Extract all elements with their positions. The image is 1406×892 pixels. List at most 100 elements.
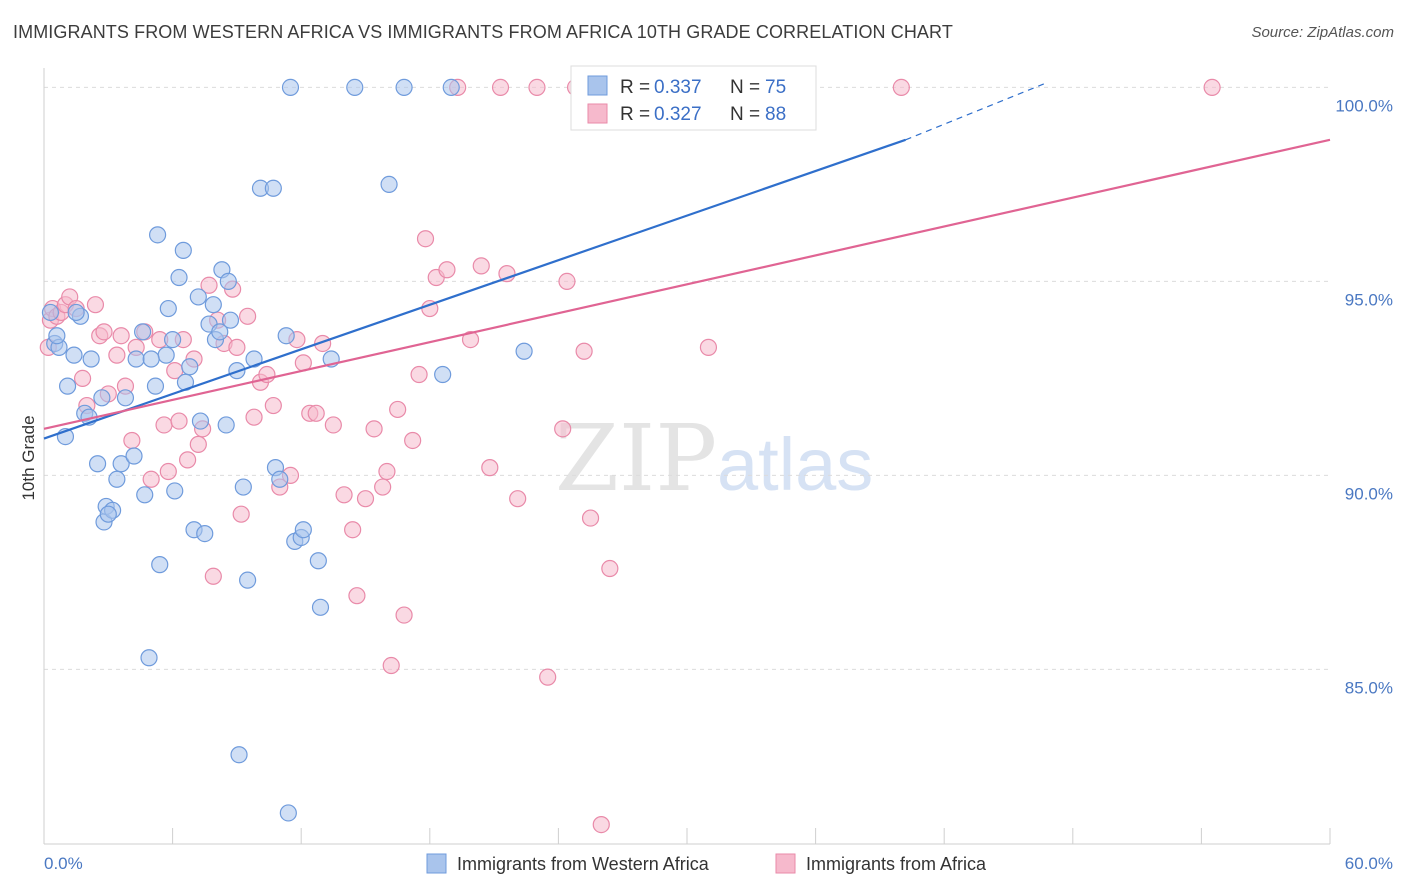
western-africa-point [189, 288, 207, 306]
western-africa-point [204, 296, 222, 314]
western-africa-point [125, 447, 143, 465]
western-africa-point [211, 323, 229, 341]
y-tick-label: 100.0% [1335, 96, 1393, 115]
africa-point [382, 656, 400, 675]
africa-point [228, 338, 246, 356]
africa-point [592, 815, 610, 834]
western-africa-point [309, 552, 327, 570]
africa-point [601, 559, 619, 578]
western-africa-point [67, 303, 85, 322]
western-africa-point [346, 78, 364, 97]
x-ticks [43, 828, 1331, 844]
western-africa-point [239, 571, 257, 589]
western-africa-point [219, 272, 237, 290]
legend-n-label-1: N = [730, 77, 760, 98]
trend-line-western-africa [43, 138, 906, 440]
western-africa-point [93, 389, 111, 407]
legend-swatch-blue [587, 75, 608, 96]
western-africa-point [234, 478, 252, 496]
y-tick-label: 95.0% [1345, 290, 1393, 309]
western-africa-point [146, 377, 165, 395]
africa-point [404, 431, 422, 450]
western-africa-point [217, 416, 235, 434]
africa-point [438, 261, 456, 279]
africa-point [395, 606, 413, 624]
legend-r-value-2: 0.327 [654, 104, 702, 125]
watermark-zip: ZIP [555, 405, 717, 512]
africa-point [232, 505, 250, 523]
western-africa-point [108, 470, 126, 488]
x-tick-label-min: 0.0% [44, 854, 83, 873]
africa-point [461, 331, 480, 349]
western-africa-point [434, 365, 452, 384]
africa-point [575, 342, 593, 360]
africa-point [200, 276, 218, 294]
africa-point [509, 490, 527, 508]
western-africa-point [277, 327, 295, 345]
western-africa-point [166, 482, 184, 500]
africa-point [699, 338, 718, 356]
western-africa-point [279, 804, 297, 822]
africa-point [170, 412, 188, 430]
watermark: ZIP atlas [555, 405, 873, 512]
western-africa-point [65, 346, 83, 364]
africa-point [112, 327, 130, 345]
western-africa-point [196, 524, 214, 543]
africa-point [142, 470, 160, 488]
africa-point [389, 400, 407, 419]
western-africa-point [271, 470, 289, 488]
western-africa-point [99, 505, 117, 523]
africa-point [239, 307, 257, 325]
y-axis-label: 10th Grade [19, 415, 38, 500]
western-africa-point [88, 455, 107, 473]
y-tick-labels: 85.0% 90.0% 95.0% 100.0% [1335, 96, 1393, 697]
africa-point [108, 346, 126, 364]
bottom-legend-label-pink: Immigrants from Africa [806, 854, 987, 874]
western-africa-point [140, 649, 158, 667]
africa-point [264, 396, 282, 415]
western-africa-point [264, 179, 282, 197]
africa-point [179, 451, 197, 469]
western-africa-point [112, 455, 130, 473]
africa-point [245, 408, 263, 426]
africa-point [416, 230, 435, 248]
western-africa-point [82, 350, 100, 368]
western-africa-point [442, 78, 460, 97]
western-africa-point [170, 268, 188, 287]
africa-point [374, 478, 392, 496]
western-africa-point [181, 358, 199, 376]
legend-r-value-1: 0.337 [654, 77, 702, 98]
trend-line-western-africa-extension [905, 82, 1046, 141]
africa-point [73, 369, 92, 387]
western-africa-point [159, 299, 177, 318]
africa-point [581, 509, 600, 527]
africa-point [410, 365, 428, 384]
legend-n-value-2: 88 [765, 104, 786, 125]
y-tick-label: 85.0% [1345, 678, 1393, 697]
x-tick-labels: 0.0% 60.0% [44, 854, 1393, 873]
legend-r-label-1: R = [620, 77, 650, 98]
western-africa-point [221, 311, 240, 329]
africa-point [539, 668, 557, 686]
western-africa-point [281, 78, 300, 97]
western-africa-point [133, 323, 152, 341]
africa-point [491, 78, 510, 97]
africa-point [348, 587, 366, 605]
y-tick-label: 90.0% [1345, 484, 1393, 503]
africa-point [155, 416, 173, 434]
bottom-legend: Immigrants from Western Africa Immigrant… [426, 853, 987, 874]
africa-point [356, 490, 375, 508]
africa-point [892, 78, 910, 97]
africa-point [307, 404, 325, 422]
legend-n-value-1: 75 [765, 77, 786, 98]
africa-point [1203, 78, 1221, 97]
western-africa-point [142, 350, 160, 368]
africa-point [378, 462, 396, 481]
bottom-legend-label-blue: Immigrants from Western Africa [457, 854, 710, 874]
trend-lines [43, 82, 1331, 440]
western-africa-point [41, 303, 60, 322]
legend-r-label-2: R = [620, 104, 650, 125]
western-africa-point [164, 331, 182, 349]
western-africa-point [245, 350, 263, 368]
